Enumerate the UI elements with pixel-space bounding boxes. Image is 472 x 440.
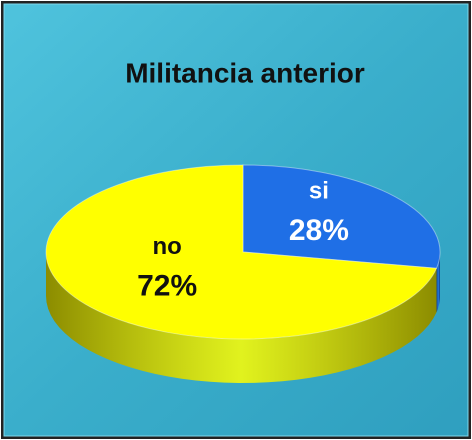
chart-title: Militancia anterior [125, 57, 365, 88]
slice-side [46, 252, 437, 383]
slice [242, 164, 441, 269]
value-label: 72% [137, 270, 197, 303]
slice [45, 164, 438, 340]
value-label: 28% [289, 214, 349, 247]
category-label: si [309, 178, 329, 205]
slice-side [436, 252, 440, 313]
category-label: no [152, 233, 181, 260]
